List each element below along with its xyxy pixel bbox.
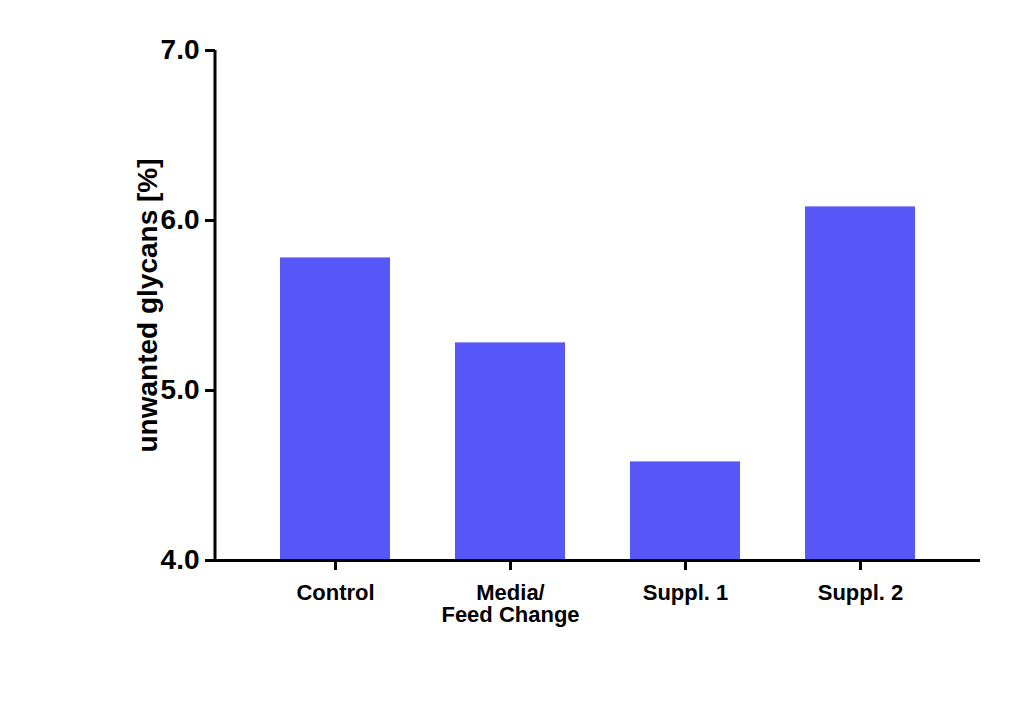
svg-text:Suppl. 1: Suppl. 1 [643, 580, 729, 605]
svg-text:Media/Feed Change: Media/Feed Change [441, 580, 579, 627]
svg-text:unwanted glycans [%]: unwanted glycans [%] [132, 158, 163, 452]
svg-text:4.0: 4.0 [161, 544, 200, 575]
svg-text:7.0: 7.0 [161, 34, 200, 65]
svg-text:6.0: 6.0 [161, 204, 200, 235]
svg-text:5.0: 5.0 [161, 374, 200, 405]
svg-text:Suppl. 2: Suppl. 2 [818, 580, 904, 605]
svg-text:Control: Control [296, 580, 374, 605]
